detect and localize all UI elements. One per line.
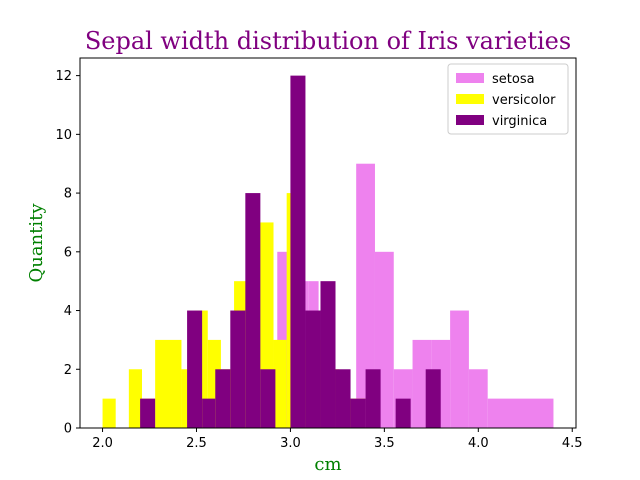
bar-versicolor-1 [128, 369, 142, 428]
bar-virginica-5 [245, 193, 261, 428]
bar-setosa-14 [468, 369, 488, 428]
bar-versicolor-11 [273, 339, 287, 428]
bar-virginica-11 [350, 398, 366, 428]
bar-virginica-2 [202, 398, 216, 428]
y-tick-label: 0 [64, 422, 72, 437]
bar-versicolor-3 [155, 339, 182, 428]
bar-setosa-8 [356, 163, 375, 428]
y-tick-label: 10 [55, 128, 72, 143]
bar-virginica-3 [215, 369, 231, 428]
bar-virginica-10 [335, 369, 351, 428]
legend-label-versicolor: versicolor [492, 93, 556, 108]
y-axis-ticks: 0 2 4 6 8 10 12 [55, 69, 80, 437]
x-axis-ticks: 2.0 2.5 3.0 3.5 4.0 4.5 [92, 428, 583, 451]
x-tick-label: 4.0 [468, 436, 489, 451]
legend-swatch-setosa [456, 73, 484, 83]
plot-frame [79, 57, 577, 429]
x-tick-label: 2.0 [92, 436, 113, 451]
bar-virginica-8 [305, 310, 321, 428]
y-tick-label: 4 [64, 304, 72, 319]
y-tick-label: 12 [55, 69, 72, 84]
legend-label-setosa: setosa [492, 72, 535, 87]
bar-virginica-4 [230, 310, 246, 428]
y-axis-label: Quantity [26, 203, 47, 283]
bar-virginica-9 [320, 281, 336, 428]
legend: setosa versicolor virginica [447, 63, 569, 135]
bar-virginica-14 [425, 369, 441, 428]
bar-versicolor-0 [102, 398, 116, 428]
y-tick-label: 2 [64, 363, 72, 378]
legend-label-virginica: virginica [492, 114, 547, 129]
bar-setosa-15 [487, 398, 554, 428]
legend-swatch-virginica [456, 115, 484, 125]
y-tick-label: 6 [64, 245, 72, 260]
bar-virginica-12 [365, 369, 381, 428]
y-tick-label: 8 [64, 187, 72, 202]
x-tick-label: 3.0 [280, 436, 301, 451]
bar-virginica-13 [395, 398, 411, 428]
x-tick-label: 2.5 [186, 436, 207, 451]
bar-virginica-7 [290, 75, 306, 429]
chart-title: Sepal width distribution of Iris varieti… [85, 27, 571, 55]
x-tick-label: 3.5 [374, 436, 395, 451]
bar-virginica-1 [187, 310, 203, 428]
bars-group [102, 75, 554, 429]
bar-virginica-6 [260, 369, 276, 428]
x-axis-label: cm [314, 454, 341, 475]
bar-setosa-13 [450, 310, 469, 428]
bar-virginica-0 [140, 398, 156, 428]
x-tick-label: 4.5 [562, 436, 583, 451]
legend-swatch-versicolor [456, 94, 484, 104]
